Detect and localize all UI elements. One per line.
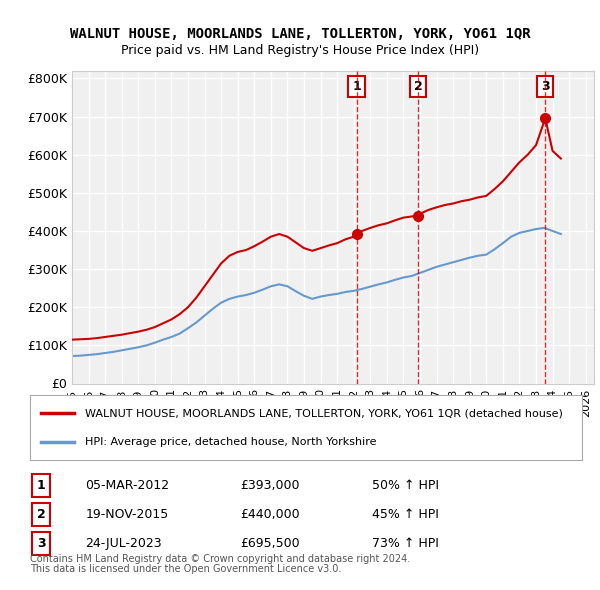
Text: This data is licensed under the Open Government Licence v3.0.: This data is licensed under the Open Gov… [30,564,341,574]
Text: 05-MAR-2012: 05-MAR-2012 [85,479,169,492]
Text: 19-NOV-2015: 19-NOV-2015 [85,508,169,522]
Text: HPI: Average price, detached house, North Yorkshire: HPI: Average price, detached house, Nort… [85,437,377,447]
Text: WALNUT HOUSE, MOORLANDS LANE, TOLLERTON, YORK, YO61 1QR: WALNUT HOUSE, MOORLANDS LANE, TOLLERTON,… [70,27,530,41]
Text: £393,000: £393,000 [240,479,299,492]
Text: £695,500: £695,500 [240,537,299,550]
Text: Price paid vs. HM Land Registry's House Price Index (HPI): Price paid vs. HM Land Registry's House … [121,44,479,57]
Text: 1: 1 [37,479,46,492]
Text: 1: 1 [352,80,361,93]
Text: £440,000: £440,000 [240,508,299,522]
Text: 3: 3 [37,537,46,550]
Text: WALNUT HOUSE, MOORLANDS LANE, TOLLERTON, YORK, YO61 1QR (detached house): WALNUT HOUSE, MOORLANDS LANE, TOLLERTON,… [85,408,563,418]
Text: 50% ↑ HPI: 50% ↑ HPI [372,479,439,492]
Text: 73% ↑ HPI: 73% ↑ HPI [372,537,439,550]
Text: 24-JUL-2023: 24-JUL-2023 [85,537,162,550]
Text: 2: 2 [37,508,46,522]
Text: 45% ↑ HPI: 45% ↑ HPI [372,508,439,522]
Text: Contains HM Land Registry data © Crown copyright and database right 2024.: Contains HM Land Registry data © Crown c… [30,553,410,563]
Text: 2: 2 [413,80,422,93]
Text: 3: 3 [541,80,550,93]
